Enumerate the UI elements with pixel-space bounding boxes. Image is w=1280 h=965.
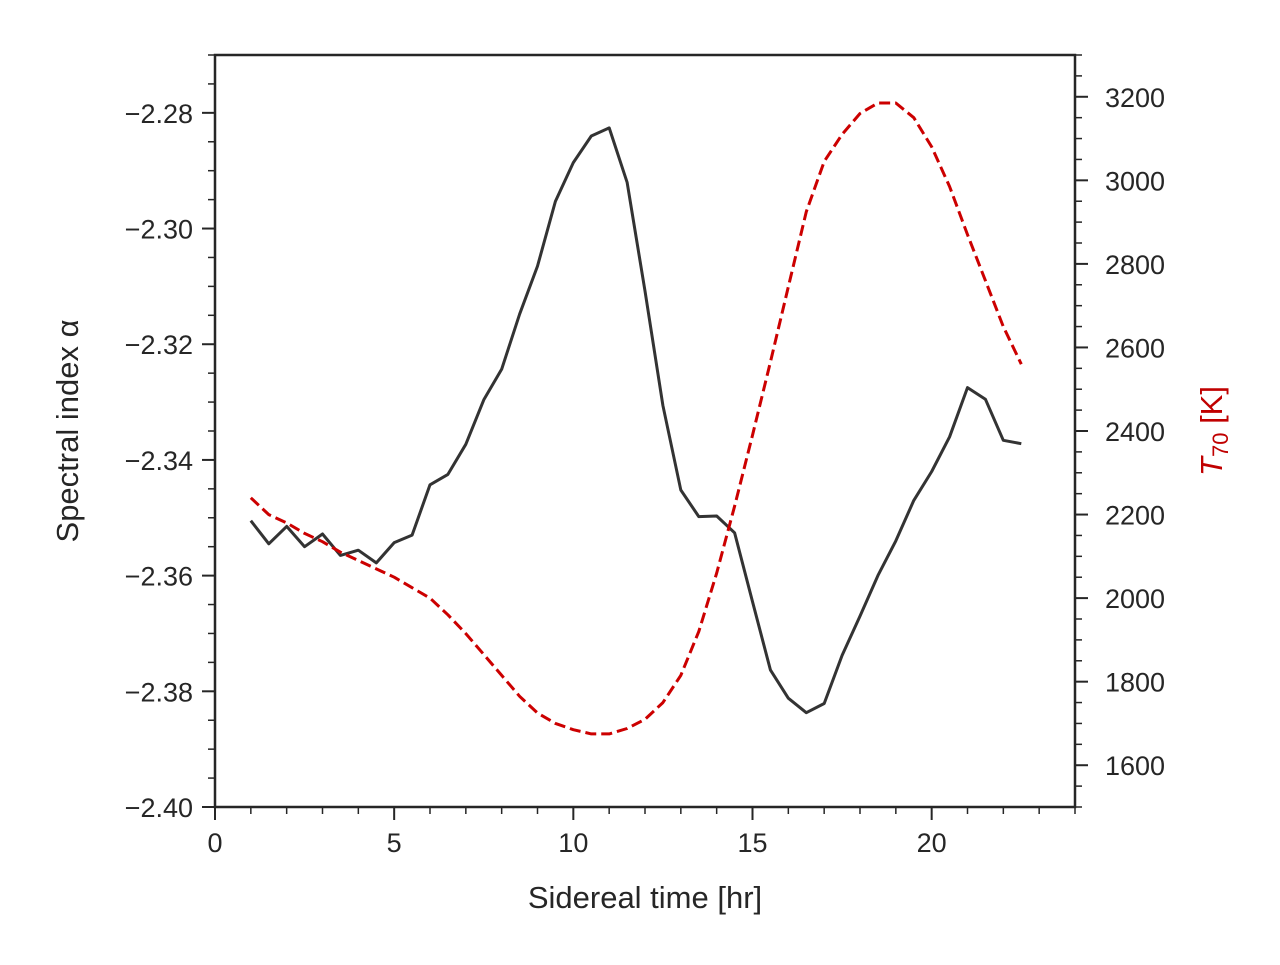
y-axis-left-title: Spectral index α [50,319,85,542]
y-left-tick-label: −2.36 [125,562,193,592]
series-lines [249,101,1023,736]
y-left-tick-label: −2.40 [125,793,193,823]
y-right-tick-label: 2800 [1105,250,1165,280]
x-tick-label: 10 [558,828,588,858]
y-axis-right-symbol: T [1194,455,1229,476]
y-left-tick-label: −2.28 [125,99,193,129]
y-left-tick-label: −2.34 [125,446,193,476]
y-left-tick-label: −2.38 [125,677,193,707]
plot-frame [213,53,1077,809]
y-right-tick-label: 2000 [1105,584,1165,614]
y-axis-right-title: T70 [K] [1194,386,1233,476]
y-right-tick-label: 2200 [1105,501,1165,531]
y-right-tick-label: 3000 [1105,166,1165,196]
y-axis-right-subscript: 70 [1208,433,1233,457]
t70-series-line [249,101,1023,736]
x-tick-label: 0 [207,828,222,858]
x-tick-label: 5 [387,828,402,858]
y-left-tick-label: −2.32 [125,330,193,360]
y-axis-right-unit: [K] [1194,386,1229,433]
tick-labels: 0 5 10 15 20 −2.40 −2.38 −2.36 −2.34 −2.32 −2.30 −2… [125,83,1165,858]
y-right-tick-label: 1800 [1105,668,1165,698]
y-right-tick-label: 2600 [1105,333,1165,363]
x-tick-label: 20 [917,828,947,858]
major-ticks [202,95,1088,820]
x-axis-title: Sidereal time [hr] [528,880,762,915]
y-right-tick-label: 3200 [1105,83,1165,113]
y-left-tick-label: −2.30 [125,215,193,245]
alpha-series-line [249,126,1022,715]
x-tick-label: 15 [737,828,767,858]
y-right-tick-label: 2400 [1105,417,1165,447]
y-right-tick-label: 1600 [1105,751,1165,781]
